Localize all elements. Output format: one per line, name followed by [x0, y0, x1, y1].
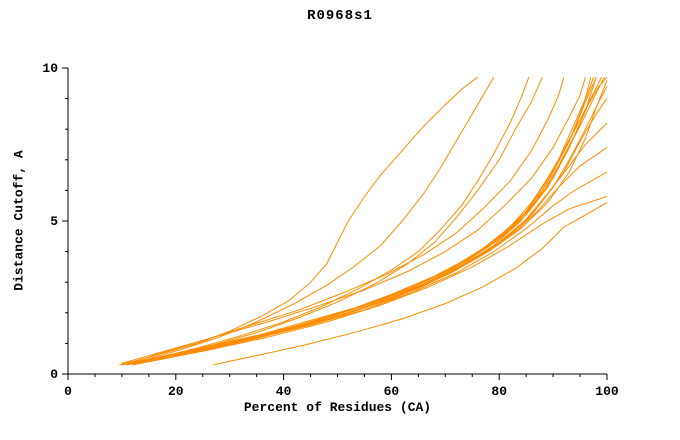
model-curve — [127, 77, 597, 366]
model-curve — [121, 77, 565, 366]
x-axis-label: Percent of Residues (CA) — [243, 400, 432, 415]
model-curve — [137, 147, 608, 364]
model-curve — [121, 76, 495, 366]
chart-title: R0968s1 — [307, 8, 373, 24]
model-curve — [127, 98, 608, 366]
model-curve — [213, 202, 608, 366]
model-curve — [132, 76, 543, 366]
x-tick-label: 20 — [168, 384, 184, 399]
model-curve — [148, 196, 608, 363]
x-tick-label: 100 — [595, 384, 619, 399]
model-curve — [119, 76, 478, 366]
y-tick-label: 0 — [50, 367, 58, 382]
y-tick-label: 10 — [42, 61, 58, 76]
model-curve — [121, 77, 594, 366]
model-curve — [127, 77, 530, 366]
model-curve — [121, 76, 605, 366]
y-axis-label: Distance Cutoff, A — [11, 150, 27, 291]
x-tick-label: 60 — [384, 384, 400, 399]
x-tick-label: 40 — [276, 384, 292, 399]
model-curve — [137, 80, 608, 365]
model-curve — [143, 171, 608, 363]
x-tick-label: 80 — [491, 384, 507, 399]
model-curve — [132, 76, 603, 366]
model-curve — [132, 86, 608, 366]
y-tick-label: 5 — [50, 214, 58, 229]
x-tick-label: 0 — [64, 384, 72, 399]
